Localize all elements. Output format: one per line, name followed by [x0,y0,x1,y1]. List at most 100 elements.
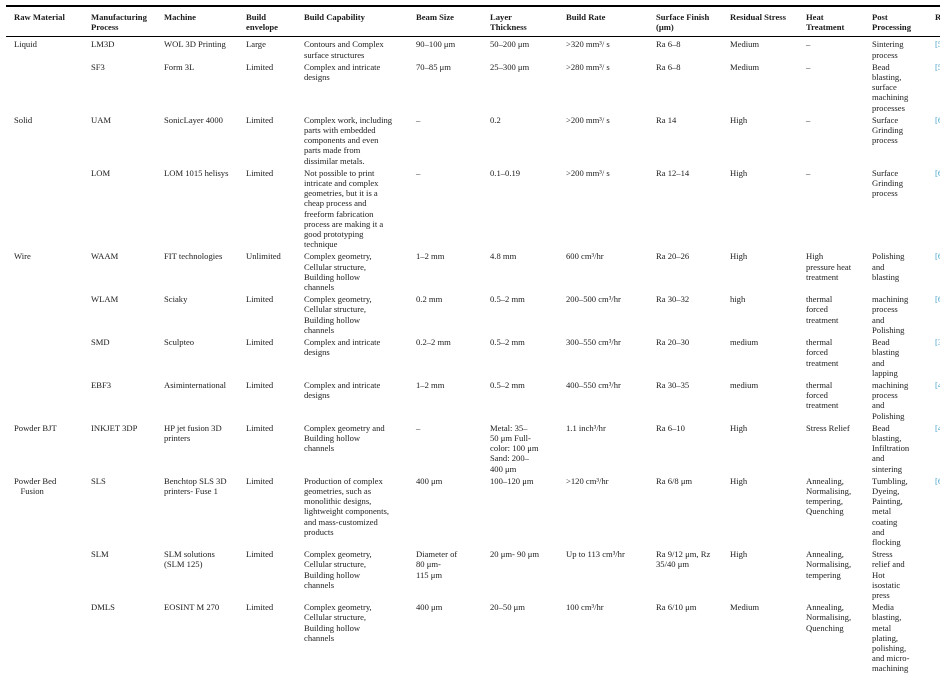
cell-proc: WLAM [91,294,119,305]
cell-heat: Stress Relief [806,422,850,433]
citation-ref-link[interactable]: [63,64] [935,251,940,262]
cell-proc: SLM [91,549,109,560]
cell-raw [6,600,91,673]
cell-machine: LOM 1015 helisys [164,167,229,178]
cell-rate: >320 mm³/ s [566,39,610,50]
cell-post: Stress relief and Hot isostatic press [872,549,905,600]
cell-raw [6,547,91,600]
citation-ref-link[interactable]: [65,66] [935,294,940,305]
cell-post: Media blasting, metal plating, polishing… [872,602,910,674]
cell-finish: Ra 20–26 [656,251,690,262]
cell-env: Limited [246,294,274,305]
cell-layer: 4.8 mm [490,251,517,262]
cell-heat: – [806,39,811,50]
cell-layer: 0.5–2 mm [490,294,525,305]
cell-beam: 400 μm [416,475,443,486]
cell-machine: WOL 3D Printing [164,39,226,50]
cell-rate: 400–550 cm³/hr [566,379,621,390]
table-row: SF3 Form 3L Limited Complex and intricate d… [6,60,940,113]
cell-env: Large [246,39,266,50]
cell-env: Limited [246,602,274,613]
cell-cap: Complex geometry, Cellular structure, Bu… [304,294,372,335]
cell-heat: – [806,114,811,125]
citation-ref-link[interactable]: [61,62] [935,167,940,178]
cell-cap: Complex geometry and Building hollow cha… [304,422,385,454]
cell-stress: High [730,114,748,125]
cell-stress: High [730,422,748,433]
cell-layer: 0.2 [490,114,501,125]
cell-machine: Benchtop SLS 3D printers- Fuse 1 [164,475,227,496]
cell-proc: SMD [91,337,110,348]
cell-raw [6,60,91,113]
cell-layer: 20–50 μm [490,602,525,613]
column-header-rate: Build Rate [566,6,656,38]
cell-env: Limited [246,114,274,125]
cell-rate: >200 mm³/ s [566,167,610,178]
cell-finish: Ra 6–10 [656,422,685,433]
cell-rate: 600 cm³/hr [566,251,604,262]
cell-stress: High [730,549,748,560]
table-row: Powder BJT INKJET 3DP HP jet fusion 3D pri… [6,421,940,474]
cell-layer: Metal: 35– 50 μm Full- color: 100 μm San… [490,422,539,474]
cell-post: Sintering process [872,39,904,60]
cell-finish: Ra 6–8 [656,39,681,50]
cell-machine: EOSINT M 270 [164,602,220,613]
citation-ref-link[interactable]: [37,67] [935,337,940,348]
citation-ref-link[interactable]: [58,59] [935,61,940,72]
cell-machine: Sculpteo [164,337,195,348]
column-header-proc: Manufacturing Process [91,6,164,38]
cell-cap: Complex and intricate designs [304,61,381,83]
citation-ref-link [935,600,940,673]
cell-cap: Contours and Complex surface structures [304,39,384,60]
column-header-layer: Layer Thickness [490,6,566,38]
citation-ref-link[interactable]: [40,68] [935,379,940,390]
column-header-machine: Machine [164,6,246,38]
cell-heat: thermal forced treatment [806,337,839,368]
cell-finish: Ra 6/8 μm [656,475,693,486]
cell-stress: High [730,167,748,178]
column-header-heat: Heat Treatment [806,6,872,38]
cell-stress: medium [730,337,759,348]
header-row: Raw Material Manufacturing Process Machine… [6,6,940,38]
cell-cap: Complex and intricate designs [304,379,381,401]
citation-ref-link[interactable]: [56,57] [935,39,940,50]
cell-proc: LM3D [91,39,115,50]
cell-cap: Complex and intricate designs [304,337,381,358]
cell-env: Limited [246,167,274,178]
cell-cap: Complex geometry, Cellular structure, Bu… [304,251,372,293]
cell-post: machining process and Polishing [872,294,909,335]
cell-stress: High [730,251,748,262]
cell-finish: Ra 6–8 [656,61,681,72]
table-row: SLM SLM solutions (SLM 125) Limited Complex… [6,547,940,600]
cell-cap: Complex geometry, Cellular structure, Bu… [304,602,372,643]
column-header-env: Build envelope [246,6,304,38]
cell-post: Tumbling, Dyeing, Painting, metal coatin… [872,475,908,547]
cell-raw: Powder Bed Fusion [14,475,57,496]
cell-finish: Ra 9/12 μm, Rz 35/40 μm [656,549,711,570]
cell-env: Limited [246,379,274,390]
citation-ref-link[interactable]: [41] [935,422,940,433]
citation-ref-link[interactable]: [69–75] [935,475,940,486]
cell-beam: 1–2 mm [416,379,445,390]
cell-stress: Medium [730,61,760,72]
cell-post: Bead blasting, surface machining process… [872,61,909,113]
cell-post: Surface Grinding process [872,114,904,146]
cell-finish: Ra 30–32 [656,294,690,305]
cell-raw: Powder BJT [14,422,57,433]
cell-finish: Ra 12–14 [656,167,690,178]
cell-post: machining process and Polishing [872,379,909,421]
cell-machine: FIT technologies [164,251,223,262]
column-header-post: Post Processing [872,6,935,38]
cell-heat: High pressure heat treatment [806,251,852,282]
cell-heat: Annealing, Normalising, tempering, Quenc… [806,475,852,517]
cell-beam: 90–100 μm [416,39,456,50]
cell-proc: SLS [91,475,106,486]
table-body: Liquid LM3D WOL 3D Printing Large Contours a… [6,37,940,674]
cell-env: Limited [246,549,274,560]
citation-ref-link[interactable]: [60] [935,114,940,125]
cell-machine: Asiminternational [164,379,227,390]
column-header-beam: Beam Size [416,6,490,38]
cell-raw [6,292,91,335]
cell-machine: SLM solutions (SLM 125) [164,549,215,570]
